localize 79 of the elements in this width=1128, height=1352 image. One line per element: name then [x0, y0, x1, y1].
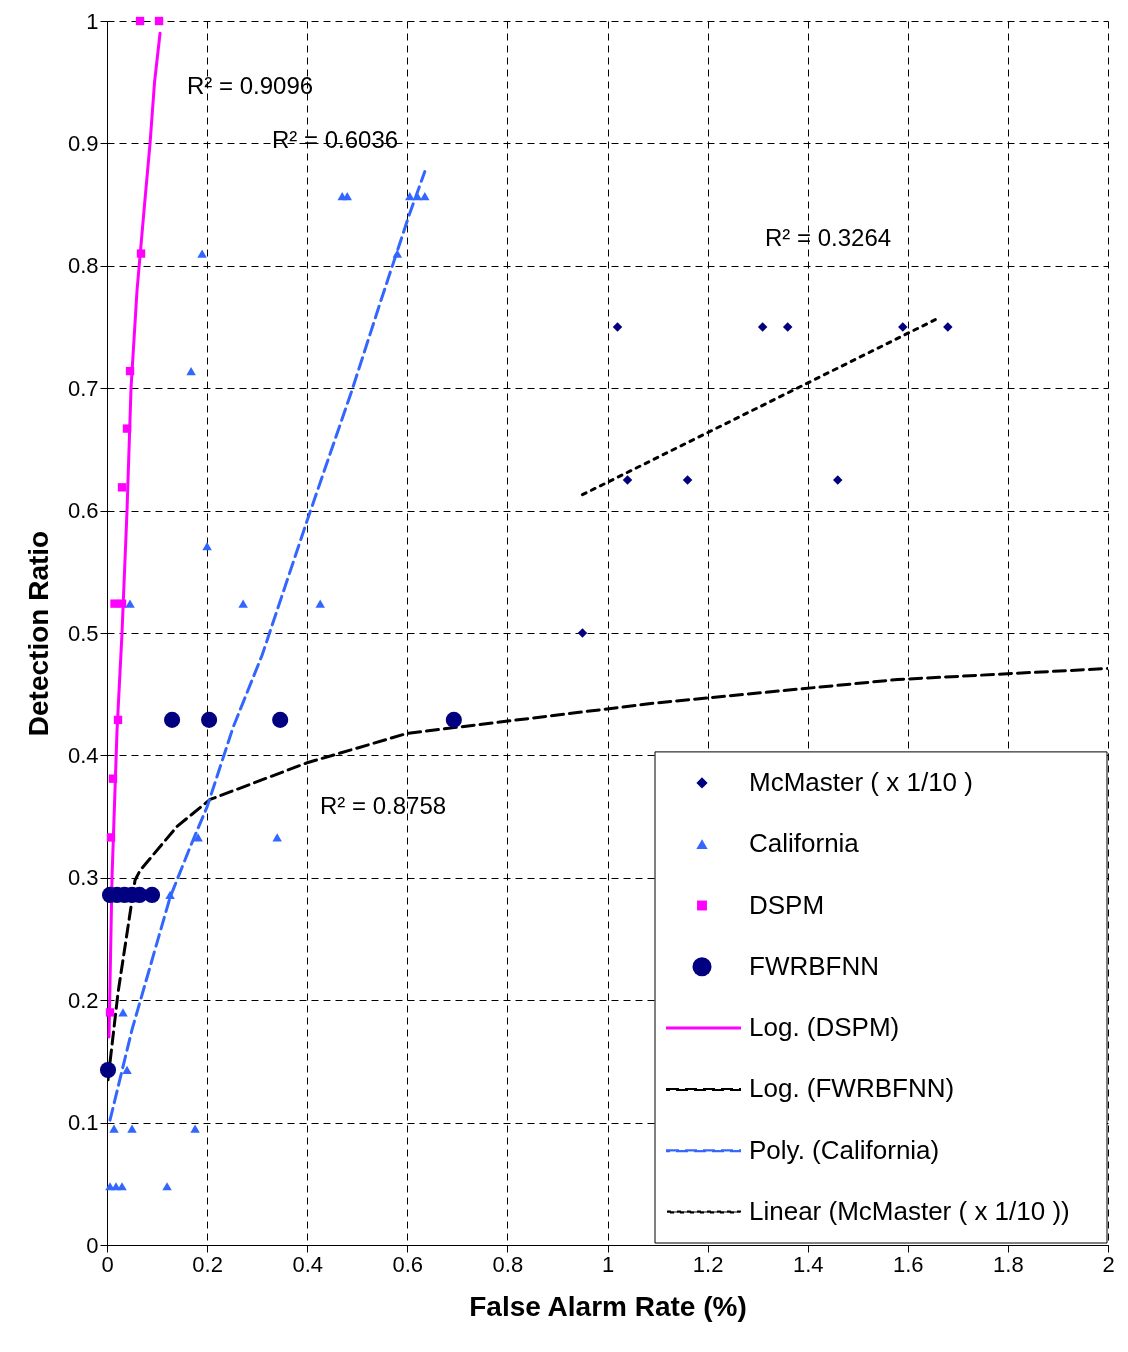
x-tick-label: 1.6 — [893, 1251, 924, 1277]
point — [202, 541, 212, 551]
x-tick-label: 0.2 — [192, 1251, 223, 1277]
legend-label: California — [749, 828, 860, 859]
annotation: R² = 0.3264 — [765, 224, 892, 251]
point — [117, 599, 127, 608]
y-tick-label: 0.3 — [67, 865, 99, 891]
point — [165, 890, 175, 900]
y-tick-label: 0.7 — [67, 375, 99, 401]
y-tick-label: 0.4 — [67, 742, 99, 768]
point — [238, 599, 248, 608]
y-tick-label: 0.5 — [67, 620, 99, 646]
legend-label: DSPM — [749, 889, 825, 920]
point — [445, 711, 462, 728]
point — [186, 366, 196, 376]
point — [315, 599, 325, 608]
point — [757, 322, 768, 332]
point — [118, 1008, 128, 1017]
point — [136, 249, 146, 258]
point — [109, 1124, 119, 1133]
point — [99, 1061, 117, 1079]
point — [190, 1124, 200, 1133]
point — [622, 475, 633, 485]
point — [117, 1182, 127, 1191]
point — [127, 1124, 137, 1133]
point — [682, 475, 693, 485]
x-tick-label: 0.8 — [492, 1251, 524, 1277]
y-tick-label: 0 — [86, 1232, 99, 1258]
line-series — [107, 31, 162, 1039]
point — [392, 249, 403, 258]
point — [782, 322, 793, 332]
y-tick-label: 0.6 — [67, 498, 99, 524]
point — [105, 1008, 115, 1017]
y-axis-title: Detection Ratio — [22, 530, 54, 737]
point — [405, 191, 415, 201]
x-tick-label: 1.8 — [993, 1251, 1024, 1277]
legend-label: Log. (FWRBFNN) — [749, 1073, 955, 1104]
legend-label: Linear (McMaster ( x 1/10 )) — [749, 1196, 1070, 1226]
point — [143, 886, 161, 903]
x-tick-label: 0.4 — [292, 1251, 323, 1277]
point — [117, 483, 127, 492]
point — [577, 628, 588, 638]
y-tick-label: 1 — [86, 8, 99, 34]
point — [122, 424, 132, 433]
point — [162, 1182, 172, 1191]
point — [125, 599, 135, 608]
y-tick-label: 0.8 — [67, 253, 99, 279]
legend-label: Poly. (California) — [749, 1134, 940, 1165]
point — [125, 366, 135, 376]
point — [342, 191, 352, 201]
point — [122, 1065, 132, 1075]
point — [164, 711, 181, 728]
point — [201, 711, 218, 728]
point — [135, 16, 145, 26]
point — [272, 711, 289, 728]
annotation: R² = 0.8758 — [320, 792, 447, 819]
legend-label: Log. (DSPM) — [749, 1012, 900, 1043]
legend-label: FWRBFNN — [749, 950, 879, 981]
annotation: R² = 0.9096 — [187, 72, 314, 99]
x-axis-title: False Alarm Rate (%) — [469, 1290, 747, 1322]
x-tick-label: 2 — [1102, 1251, 1115, 1277]
x-tick-label: 1.4 — [792, 1251, 824, 1277]
point — [420, 191, 430, 201]
point — [197, 249, 207, 258]
x-tick-label: 1.2 — [692, 1251, 724, 1277]
x-tick-label: 1 — [601, 1251, 615, 1277]
point — [272, 833, 282, 842]
point — [106, 833, 116, 842]
y-tick-label: 0.1 — [67, 1110, 99, 1136]
legend-label: McMaster ( x 1/10 ) — [749, 766, 973, 797]
point — [108, 774, 118, 783]
y-tick-label: 0.9 — [67, 130, 99, 156]
point — [612, 322, 623, 332]
point — [193, 833, 203, 842]
y-tick-label: 0.2 — [67, 987, 99, 1013]
point — [113, 715, 123, 725]
x-tick-label: 0.6 — [392, 1251, 424, 1277]
point — [154, 16, 164, 26]
point — [832, 475, 843, 485]
